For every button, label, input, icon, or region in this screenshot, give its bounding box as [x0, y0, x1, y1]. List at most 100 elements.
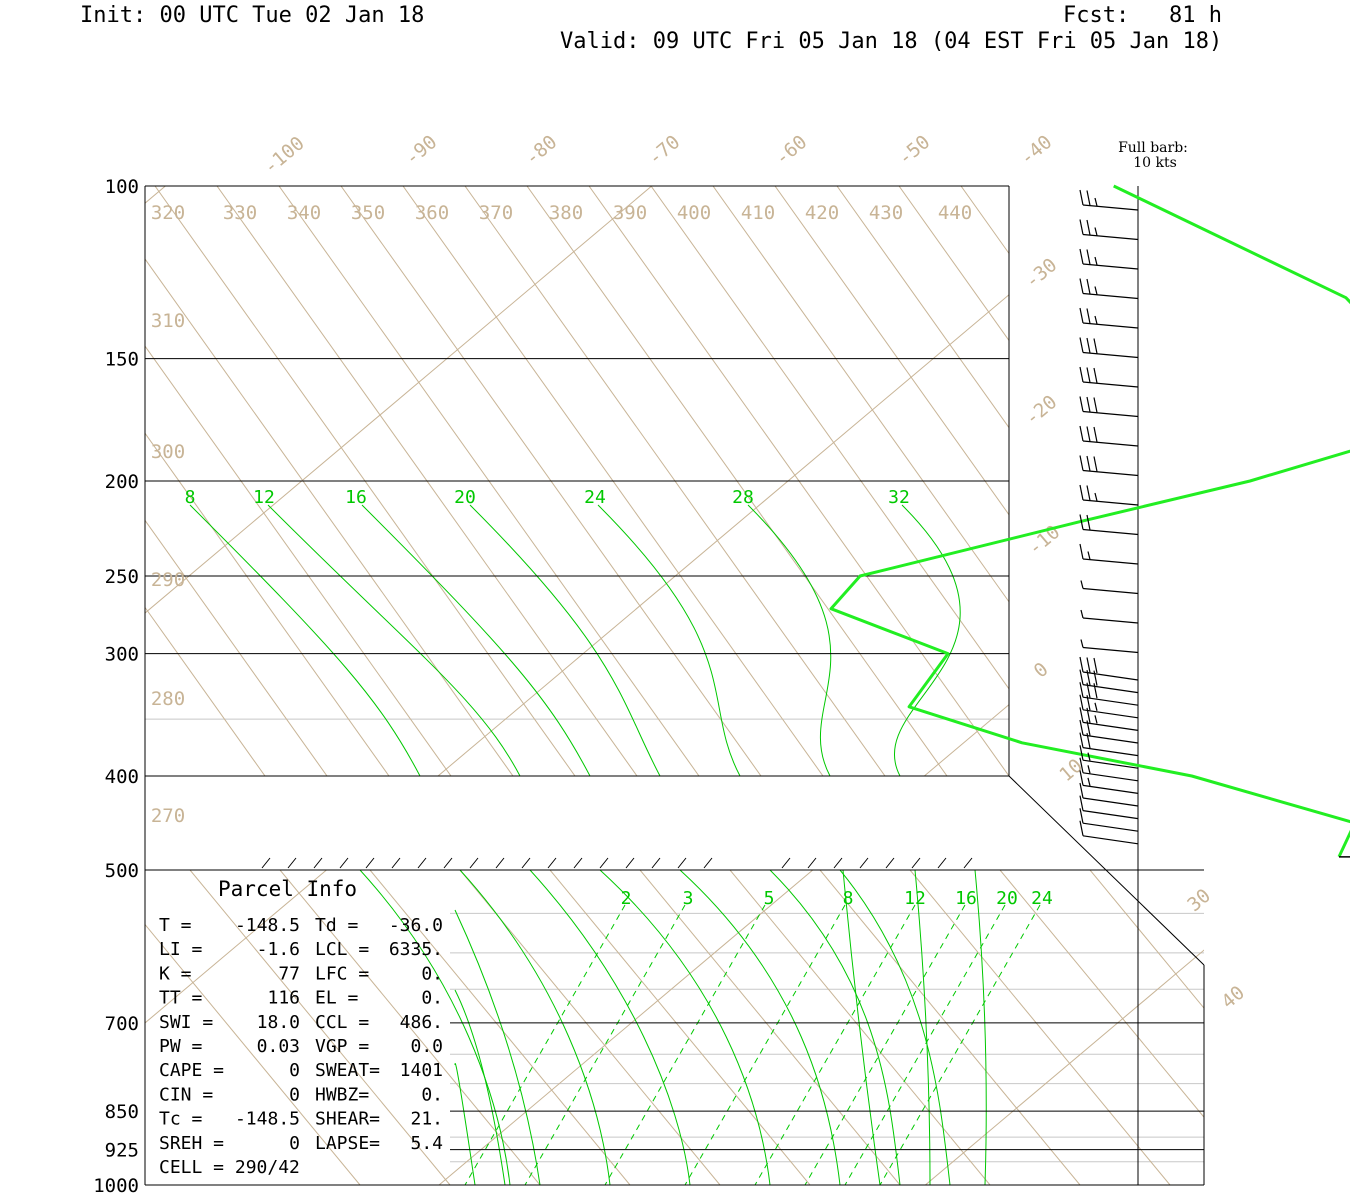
theta-label: 270	[151, 805, 185, 827]
mixing-ratio-label: 16	[955, 888, 977, 909]
barb-note-line2: 10 kts	[1133, 155, 1177, 171]
barb-flag	[1079, 669, 1084, 685]
barb-half	[1094, 715, 1098, 724]
mixing-ratio-label: 12	[904, 888, 926, 909]
moist-adiabat-label: 8	[185, 487, 196, 508]
barb-flag	[1079, 189, 1084, 206]
theta-label: 410	[741, 202, 775, 224]
isotherm-label: 30	[1183, 885, 1215, 917]
parcel-row-value2: 0.	[421, 1084, 443, 1105]
theta-label: 330	[223, 202, 257, 224]
dry-adiabat	[369, 870, 631, 1185]
parcel-row-label: K =	[159, 963, 192, 984]
barb-flag	[1093, 397, 1098, 413]
dry-adiabat	[819, 870, 1081, 1185]
barb-flag	[1086, 485, 1091, 501]
dry-adiabat	[145, 606, 266, 776]
isotherm-label: -40	[1016, 131, 1056, 170]
parcel-info-title: Parcel Info	[218, 877, 357, 901]
theta-label: 320	[151, 202, 185, 224]
mixing-ratio-label: 5	[764, 888, 775, 909]
barb-half	[1094, 492, 1098, 502]
parcel-row-label2: LFC =	[315, 963, 369, 984]
mixing-ratio-label: 3	[683, 888, 694, 909]
barb-flag	[1079, 278, 1084, 294]
hatch-mark	[937, 857, 947, 869]
hatch-mark	[911, 857, 921, 869]
isotherm-label: -30	[1021, 254, 1061, 293]
barb-flag	[1093, 657, 1098, 674]
parcel-row-label2: HWBZ=	[315, 1084, 369, 1105]
barb-flag	[1086, 707, 1091, 724]
theta-label: 430	[869, 202, 903, 224]
hatch-mark	[521, 857, 531, 869]
barb-flag	[1079, 396, 1084, 412]
barb-flag	[1086, 396, 1091, 413]
moist-adiabat-label: 32	[888, 487, 910, 508]
barb-shaft	[1082, 721, 1139, 731]
barb-flag	[1079, 484, 1084, 501]
barb-shaft	[1082, 233, 1139, 241]
hatch-mark	[885, 857, 895, 869]
moist-adiabat-label: 28	[732, 487, 754, 508]
isotherm-label: -70	[644, 131, 684, 170]
hatch-mark	[859, 857, 869, 869]
parcel-row-value2: 0.	[421, 988, 443, 1009]
barb-flag	[1079, 248, 1084, 265]
barb-flag	[1086, 190, 1091, 206]
parcel-row-value2: 0.0	[410, 1036, 443, 1057]
mixing-ratio-label: 2	[621, 888, 632, 909]
parcel-row-value: 0	[289, 1060, 300, 1081]
barb-flag	[1093, 670, 1098, 686]
barb-flag	[1086, 219, 1091, 236]
barb-shaft	[1082, 440, 1139, 447]
mixing-ratio-line	[879, 904, 1041, 1185]
theta-label: 390	[613, 202, 647, 224]
barb-flag	[1079, 682, 1084, 698]
pressure-label-700: 700	[105, 1013, 139, 1035]
init-time: Init: 00 UTC Tue 02 Jan 18	[80, 3, 425, 28]
moist-adiabat	[747, 504, 832, 776]
parcel-row-value: 116	[267, 988, 300, 1009]
barb-flag	[1079, 745, 1084, 761]
barb-half	[1094, 286, 1098, 295]
barb-half	[1080, 639, 1084, 648]
barb-half	[1087, 551, 1091, 560]
barb-flag	[1079, 820, 1084, 836]
parcel-row-value: 0.03	[257, 1036, 300, 1057]
barb-flag	[1079, 514, 1084, 530]
barb-flag	[1086, 657, 1091, 673]
barb-flag	[1086, 455, 1091, 472]
theta-label: 420	[805, 202, 839, 224]
hatch-mark	[547, 857, 557, 869]
barb-half	[1094, 197, 1098, 207]
dry-adiabat	[145, 519, 328, 776]
barb-flag	[1079, 307, 1084, 324]
parcel-row-label: CIN =	[159, 1084, 213, 1105]
parcel-row-value2: 21.	[410, 1109, 443, 1130]
hatch-mark	[703, 857, 713, 869]
parcel-row-label: SWI =	[159, 1012, 213, 1033]
moist-adiabat	[267, 504, 521, 776]
barb-shaft	[1082, 263, 1139, 270]
parcel-row-label: PW =	[159, 1036, 203, 1057]
parcel-row-label: LI =	[159, 939, 203, 960]
barb-shaft	[1082, 810, 1139, 820]
moist-adiabat-label: 20	[454, 487, 476, 508]
moist-adiabat	[597, 504, 741, 776]
barb-half	[1094, 702, 1098, 711]
hatch-mark	[339, 857, 349, 869]
barb-flag	[1086, 682, 1091, 698]
moist-adiabat	[454, 1063, 476, 1185]
isotherm-label: -80	[521, 131, 561, 170]
hatch-mark	[625, 857, 635, 869]
barb-shaft	[1082, 292, 1139, 300]
barb-flag	[1079, 757, 1084, 773]
parcel-row-value: 18.0	[257, 1012, 300, 1033]
parcel-row-label2: LCL =	[315, 939, 369, 960]
barb-shaft	[1082, 784, 1139, 794]
moist-adiabat	[842, 870, 881, 1185]
barb-flag	[1079, 719, 1084, 736]
parcel-row-label2: LAPSE=	[315, 1133, 380, 1154]
